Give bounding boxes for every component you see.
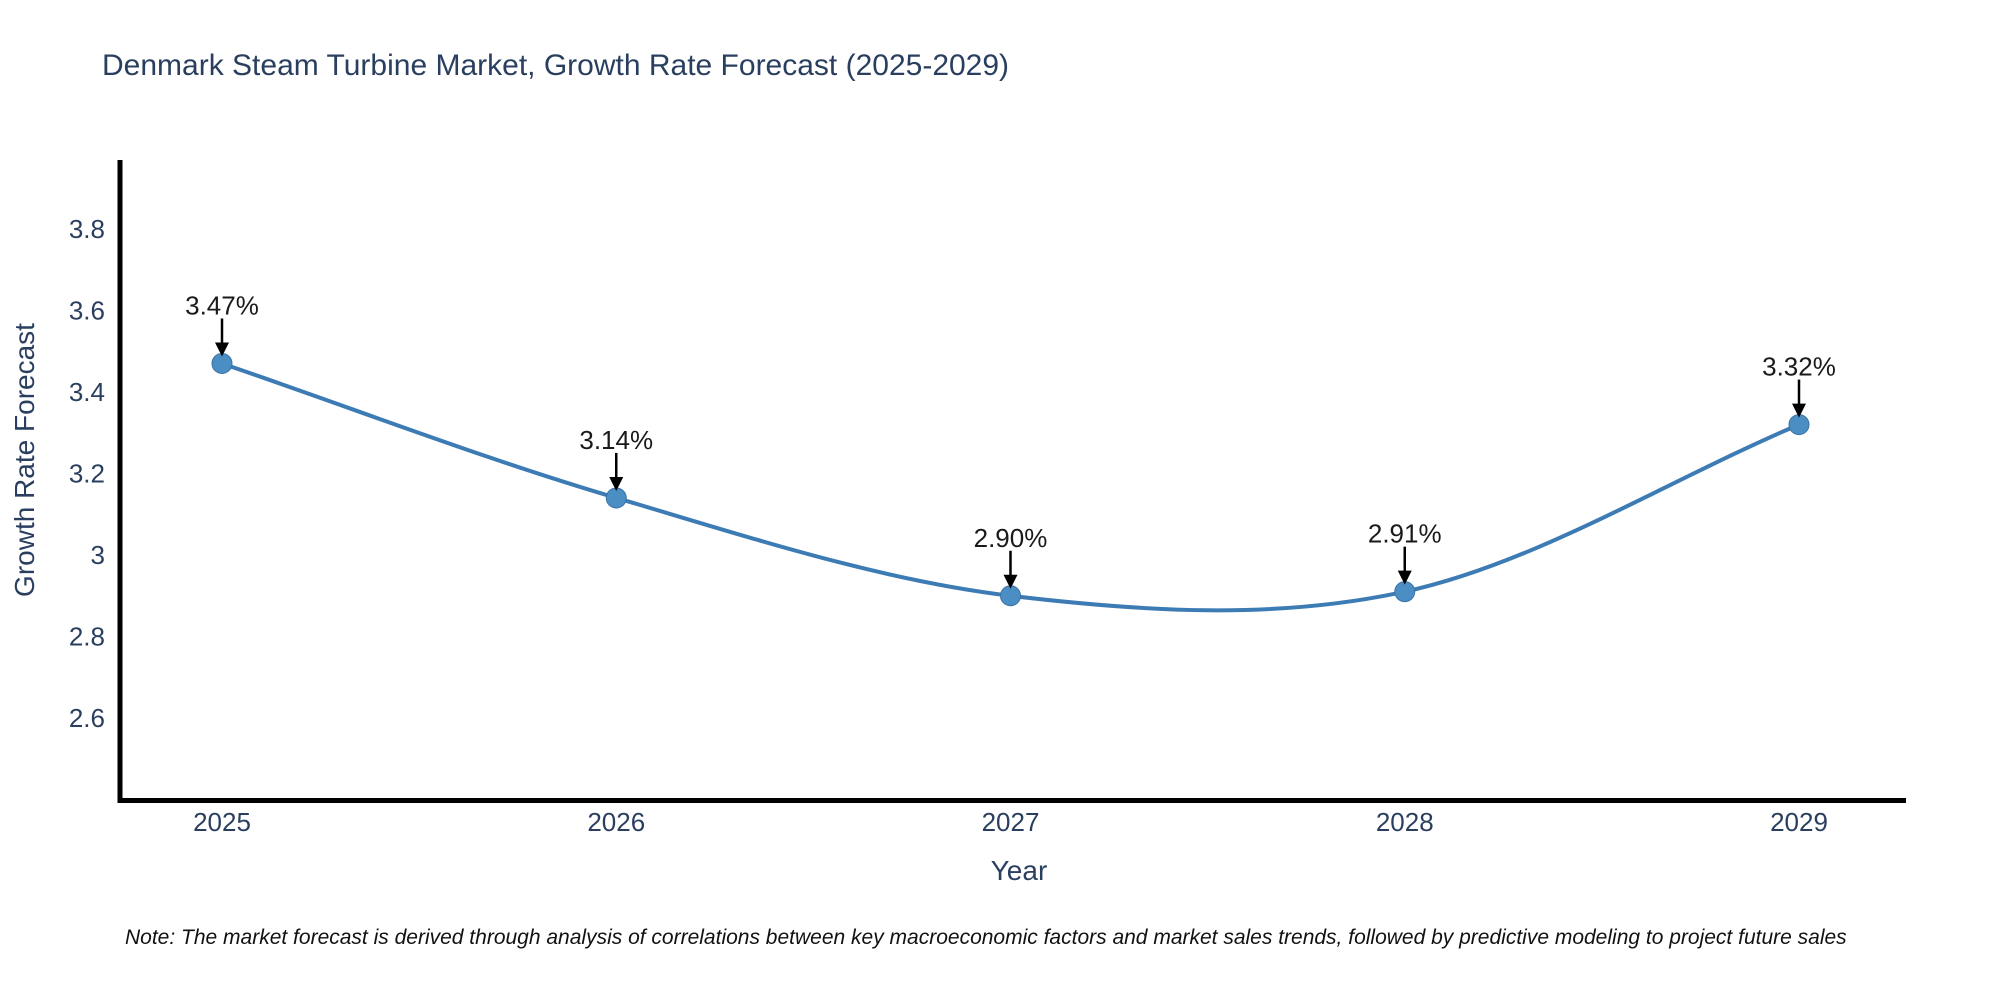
- annotation-arrowhead: [1792, 403, 1806, 418]
- y-tick-label: 3.6: [69, 296, 105, 326]
- y-tick-label: 3.8: [69, 214, 105, 244]
- x-tick-label: 2028: [1376, 807, 1434, 837]
- y-axis-title: Growth Rate Forecast: [9, 323, 40, 597]
- y-tick-label: 2.6: [69, 703, 105, 733]
- x-tick-label: 2025: [193, 807, 251, 837]
- x-tick-label: 2027: [982, 807, 1040, 837]
- point-annotation-label: 2.91%: [1368, 519, 1442, 549]
- point-annotation-label: 3.14%: [579, 425, 653, 455]
- point-annotation-label: 3.32%: [1762, 352, 1836, 382]
- point-annotation-label: 3.47%: [185, 290, 259, 320]
- x-tick-label: 2029: [1770, 807, 1828, 837]
- x-tick-label: 2026: [587, 807, 645, 837]
- y-tick-label: 3.2: [69, 459, 105, 489]
- chart-title: Denmark Steam Turbine Market, Growth Rat…: [102, 49, 1010, 82]
- y-tick-label: 3: [91, 540, 105, 570]
- y-tick-label: 3.4: [69, 377, 105, 407]
- y-tick-label: 2.8: [69, 622, 105, 652]
- x-axis-title: Year: [991, 855, 1048, 886]
- annotation-arrowhead: [609, 476, 624, 491]
- annotation-arrowhead: [1003, 574, 1018, 589]
- annotation-arrowhead: [215, 342, 229, 357]
- footnote: Note: The market forecast is derived thr…: [125, 926, 1847, 949]
- annotation-arrowhead: [1397, 570, 1412, 585]
- point-annotation-label: 2.90%: [974, 523, 1048, 553]
